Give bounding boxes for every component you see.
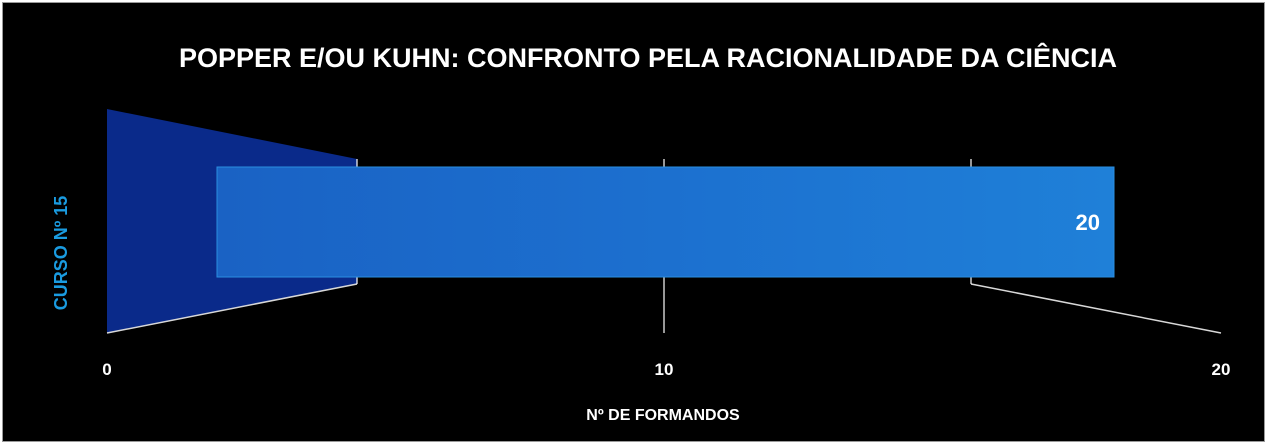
bar-layer: 20 [216, 166, 1115, 278]
category-label: CURSO Nº 15 [51, 196, 71, 311]
x-tick-label-10: 10 [655, 360, 674, 379]
floor-edge-left [106, 283, 358, 334]
bar-0 [216, 166, 1115, 278]
chart-canvas: POPPER E/OU KUHN: CONFRONTO PELA RACIONA… [51, 42, 1230, 424]
x-axis-title: Nº DE FORMANDOS [586, 407, 740, 424]
x-tick-label-0: 0 [102, 360, 111, 379]
x-tick-label-20: 20 [1212, 360, 1231, 379]
tick-layer: 0 10 20 [102, 360, 1230, 379]
chart-title: POPPER E/OU KUHN: CONFRONTO PELA RACIONA… [179, 42, 1117, 73]
data-label-0: 20 [1076, 210, 1100, 235]
floor-edge-right [970, 283, 1222, 334]
